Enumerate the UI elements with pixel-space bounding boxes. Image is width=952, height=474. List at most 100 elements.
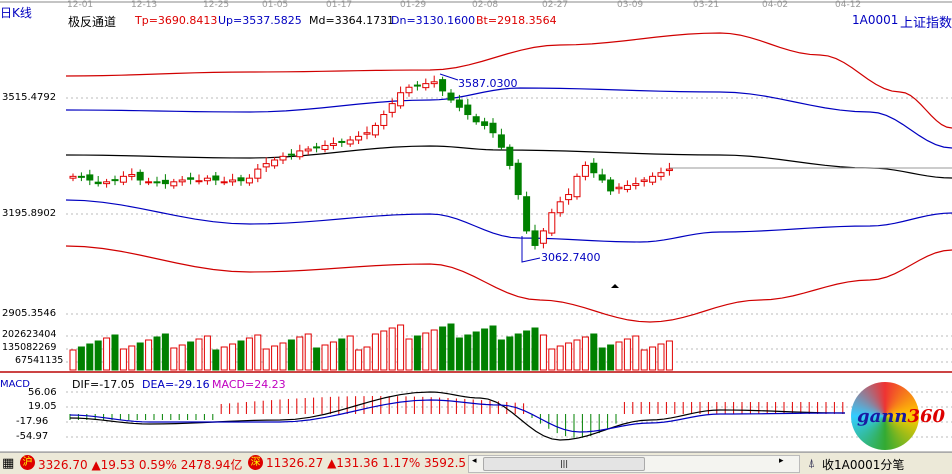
candle-body — [178, 179, 186, 183]
candle-body — [531, 230, 539, 246]
tick-icon: ⍋ — [808, 456, 816, 470]
candle-body — [447, 92, 455, 101]
candle-body — [405, 86, 413, 94]
date-tick: 01-05 — [262, 0, 289, 10]
volume-bar — [237, 340, 245, 371]
volume-bar — [69, 349, 77, 371]
volume-bar — [203, 335, 211, 371]
volume-bar — [455, 337, 463, 371]
volume-bar — [279, 342, 287, 371]
volume-bar — [195, 338, 203, 371]
status-bar: ▦ 沪 3326.70 ▲19.53 0.59% 2478.94亿 深 1132… — [0, 452, 952, 474]
candle-body — [254, 168, 262, 179]
candle-body — [665, 168, 673, 172]
period-label[interactable]: 日K线 — [0, 6, 32, 20]
candle-body — [203, 177, 211, 182]
volume-bar — [665, 340, 673, 371]
volume-bar — [640, 349, 648, 371]
macd-title: MACD — [0, 379, 30, 390]
up-band-line — [65, 87, 952, 149]
volume-bar — [262, 348, 270, 371]
tp-value: Tp=3690.8413 — [135, 14, 218, 27]
volume-bar — [464, 334, 472, 371]
shanghai-quote: 3326.70 ▲19.53 0.59% 2478.94亿 — [38, 458, 243, 472]
candle-body — [472, 116, 480, 123]
candle-body — [657, 172, 665, 177]
volume-bar — [422, 332, 430, 371]
candle-body — [69, 175, 77, 179]
candle-body — [413, 84, 421, 87]
scroll-right-icon[interactable]: ▸ — [779, 456, 784, 466]
calendar-icon[interactable]: ▦ — [2, 456, 15, 471]
volume-bar — [371, 333, 379, 371]
stock-name: 上证指数 — [900, 16, 952, 31]
volume-bar — [136, 342, 144, 371]
candle-body — [539, 230, 547, 244]
volume-bar — [103, 337, 111, 371]
volume-bar — [523, 330, 531, 371]
tp-band-line — [65, 32, 952, 129]
volume-bar — [128, 345, 136, 371]
volume-bar — [397, 324, 405, 371]
candle-body — [338, 140, 346, 143]
volume-bar — [481, 328, 489, 371]
volume-bar — [380, 330, 388, 371]
volume-bar — [338, 338, 346, 371]
volume-bar — [615, 341, 623, 371]
candle-body — [111, 179, 119, 182]
high-annotation: 3587.0300 — [458, 77, 518, 90]
volume-tick: 67541135 — [15, 355, 64, 366]
volume-bar — [623, 338, 631, 371]
candle-body — [220, 181, 228, 184]
tick-detail-label[interactable]: 收1A0001分笔 — [822, 458, 905, 472]
volume-bar — [539, 334, 547, 371]
candle-body — [304, 148, 312, 152]
volume-bar — [531, 327, 539, 371]
date-tick: 02-08 — [472, 0, 499, 10]
volume-bar — [145, 339, 153, 371]
candle-body — [607, 179, 615, 192]
volume-bar — [86, 343, 94, 371]
candle-body — [329, 143, 337, 146]
volume-bar — [405, 338, 413, 371]
volume-bar — [212, 349, 220, 371]
candle-body — [321, 144, 329, 150]
candle-body — [649, 175, 657, 183]
horizontal-scrollbar[interactable]: ◂ ||| ▸ — [468, 455, 800, 473]
volume-bar — [657, 343, 665, 371]
candle-body — [590, 162, 598, 174]
scroll-left-icon[interactable]: ◂ — [472, 456, 477, 466]
volume-bar — [506, 336, 514, 371]
candle-body — [565, 194, 573, 201]
volume-bar — [649, 346, 657, 371]
volume-bar — [304, 333, 312, 371]
date-tick: 04-02 — [762, 0, 789, 10]
candle-body — [195, 180, 203, 183]
candle-body — [77, 175, 85, 178]
candle-body — [422, 83, 430, 89]
volume-bar — [287, 339, 295, 371]
date-tick: 04-12 — [835, 0, 862, 10]
volume-bar — [329, 341, 337, 371]
volume-bar — [514, 333, 522, 371]
candle-body — [128, 174, 136, 177]
low-pointer — [521, 236, 541, 263]
candle-body — [119, 175, 127, 183]
volume-tick: 202623404 — [2, 329, 57, 340]
bt-value: Bt=2918.3564 — [476, 14, 557, 27]
volume-bar — [153, 336, 161, 371]
volume-bar — [556, 345, 564, 371]
macd-tick: -54.97 — [16, 431, 49, 442]
candle-body — [103, 181, 111, 185]
price-chart[interactable] — [0, 0, 952, 452]
candle-body — [615, 186, 623, 190]
dif-line — [69, 391, 846, 441]
indicator-name: 极反通道 — [68, 15, 117, 29]
shenzhen-badge: 深 — [248, 455, 263, 470]
gann360-logo: gann360 — [851, 382, 945, 450]
volume-bar — [363, 346, 371, 371]
candle-body — [506, 146, 514, 166]
scrollbar-thumb[interactable]: ||| — [483, 457, 645, 471]
volume-bar — [161, 333, 169, 371]
volume-bar — [178, 344, 186, 371]
